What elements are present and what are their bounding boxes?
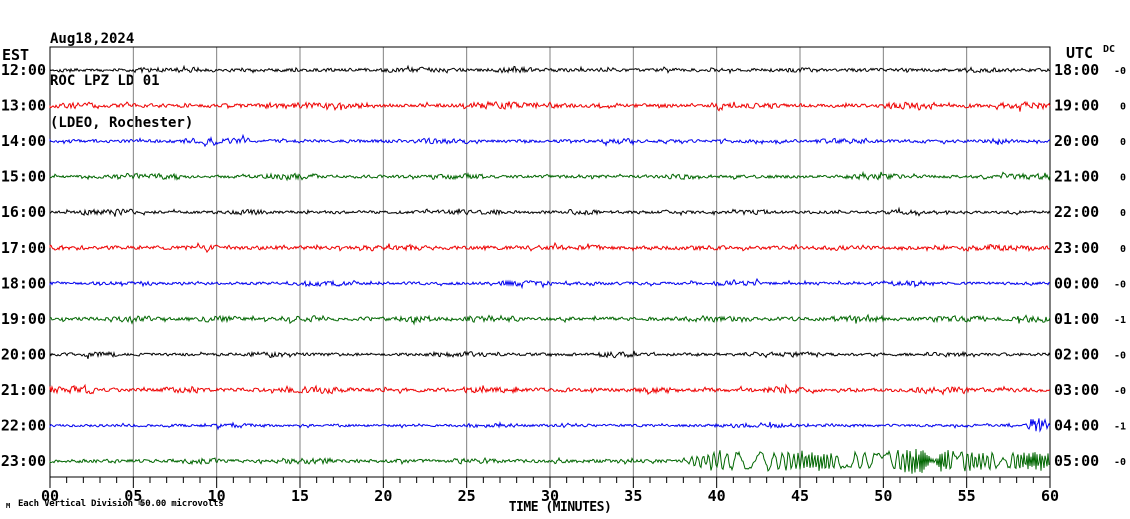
scale-note-text: Each Vertical Division =: [18, 499, 144, 509]
x-tick-label: 55: [958, 487, 976, 505]
est-time-label: 23:00: [1, 452, 46, 470]
utc-time-label: 04:00: [1054, 417, 1099, 435]
utc-time-label: 19:00: [1054, 97, 1099, 115]
utc-time-label: 02:00: [1054, 345, 1099, 363]
x-tick-label: 50: [874, 487, 892, 505]
dc-offset-value: -1: [1114, 422, 1126, 433]
dc-offset-value: 0: [1120, 102, 1126, 113]
x-tick-label: 20: [374, 487, 392, 505]
est-time-label: 12:00: [1, 61, 46, 79]
trace-row-1700-est: [49, 241, 1051, 254]
dc-offset-value: -0: [1114, 279, 1126, 290]
utc-time-label: 05:00: [1054, 452, 1099, 470]
est-time-label: 21:00: [1, 381, 46, 399]
dc-offset-value: -1: [1114, 315, 1126, 326]
x-tick-label: 05: [124, 487, 142, 505]
x-tick-label: 25: [458, 487, 476, 505]
trace-row-1400-est: [49, 133, 1051, 148]
trace-row-2200-est: [49, 418, 1051, 433]
trace-row-1300-est: [49, 100, 1051, 112]
x-tick-label: 30: [541, 487, 559, 505]
utc-time-label: 00:00: [1054, 274, 1099, 292]
dc-offset-value: 0: [1120, 244, 1126, 255]
x-tick-label: 35: [624, 487, 642, 505]
est-time-label: 15:00: [1, 168, 46, 186]
dc-column-header: DC: [1103, 44, 1116, 55]
trace-row-1800-est: [49, 277, 1051, 290]
trace-row-2100-est: [49, 383, 1051, 396]
header-station-location: (LDEO, Rochester): [50, 115, 194, 131]
x-tick-label: 15: [291, 487, 309, 505]
est-time-label: 16:00: [1, 203, 46, 221]
dc-offset-value: -0: [1114, 350, 1126, 361]
est-time-label: 14:00: [1, 132, 46, 150]
utc-time-label: 22:00: [1054, 203, 1099, 221]
utc-time-label: 23:00: [1054, 239, 1099, 257]
trace-row-2000-est: [49, 350, 1051, 359]
est-time-label: 13:00: [1, 97, 46, 115]
dc-offset-value: -0: [1114, 457, 1126, 468]
dc-offset-value: 0: [1120, 137, 1126, 148]
x-tick-label: 40: [708, 487, 726, 505]
trace-row-1200-est: [49, 64, 1051, 75]
header-date: Aug18,2024: [50, 31, 135, 47]
est-time-label: 18:00: [1, 274, 46, 292]
utc-time-label: 21:00: [1054, 168, 1099, 186]
est-time-label: 22:00: [1, 417, 46, 435]
dc-offset-value: 0: [1120, 173, 1126, 184]
scale-marker-glyph: M: [6, 502, 11, 510]
dc-offset-value: -0: [1114, 386, 1126, 397]
header-station-code: ROC LPZ LD 01: [50, 73, 160, 89]
x-tick-label: 10: [208, 487, 226, 505]
x-tick-label: 60: [1041, 487, 1059, 505]
utc-time-label: 20:00: [1054, 132, 1099, 150]
x-tick-label: 00: [41, 487, 59, 505]
trace-row-2300-est: [49, 448, 1051, 474]
est-time-label: 17:00: [1, 239, 46, 257]
x-axis-title: TIME (MINUTES): [508, 500, 612, 515]
header: Aug18,2024 ROC LPZ LD 01 (LDEO, Rocheste…: [50, 4, 193, 158]
dc-offset-value: -0: [1114, 66, 1126, 77]
est-time-label: 19:00: [1, 310, 46, 328]
utc-time-label: 03:00: [1054, 381, 1099, 399]
right-timezone-label: UTC: [1066, 44, 1094, 62]
trace-row-1900-est: [49, 313, 1051, 326]
trace-row-1500-est: [49, 170, 1051, 182]
utc-time-label: 01:00: [1054, 310, 1099, 328]
dc-offset-value: 0: [1120, 208, 1126, 219]
x-tick-label: 45: [791, 487, 809, 505]
left-timezone-label: EST: [2, 46, 30, 64]
utc-time-label: 18:00: [1054, 61, 1099, 79]
est-time-label: 20:00: [1, 345, 46, 363]
scale-value-text: 50.00 microvolts: [140, 499, 224, 509]
trace-row-1600-est: [49, 206, 1051, 217]
